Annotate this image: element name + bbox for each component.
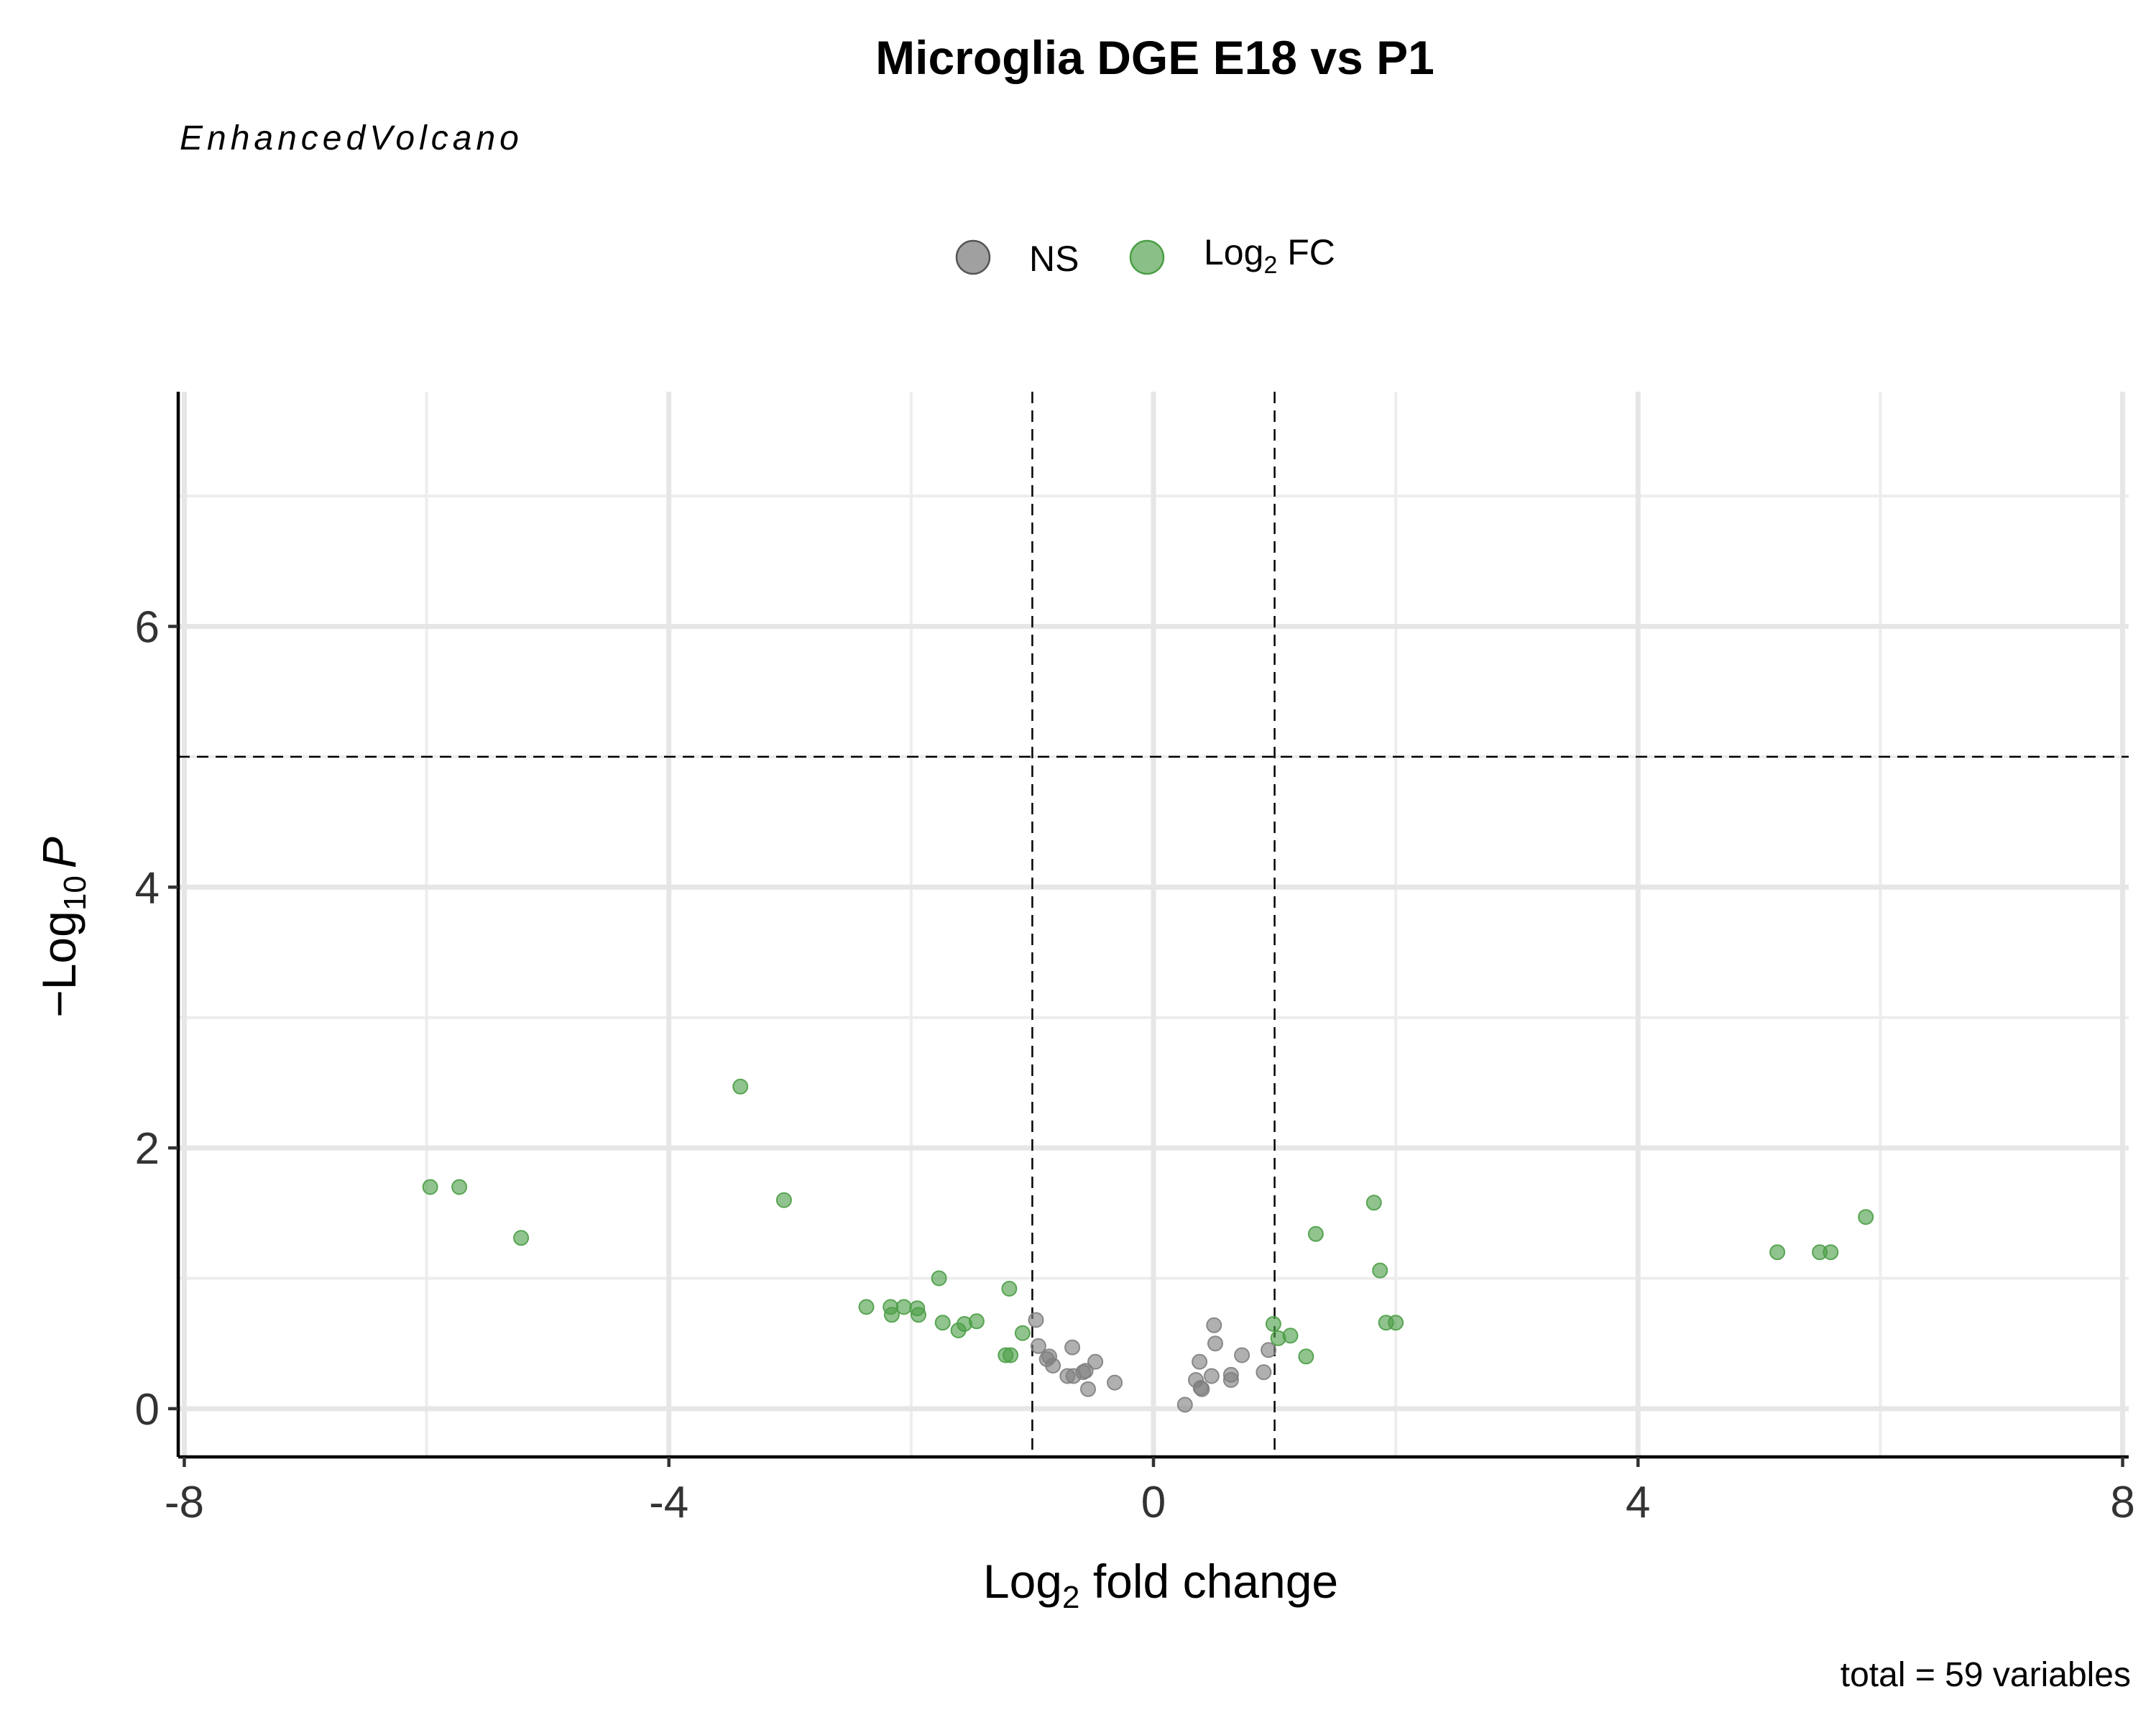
x-axis-title-rest: fold change [1079, 1555, 1338, 1608]
legend: NS Log2 FC [955, 232, 1335, 279]
data-point-fc [1003, 1347, 1019, 1363]
data-point-fc [1265, 1316, 1281, 1332]
data-point-fc [451, 1179, 468, 1195]
grid [178, 392, 2129, 1457]
chart-caption: total = 59 variables [1841, 1656, 2131, 1694]
data-point-ns [1192, 1353, 1208, 1370]
legend-label-fc: Log2 FC [1204, 232, 1335, 279]
data-point-ns [1222, 1372, 1239, 1388]
data-point-fc [1298, 1348, 1314, 1365]
legend-label-ns: NS [1029, 239, 1079, 279]
data-point-ns [1030, 1338, 1046, 1354]
data-point-fc [732, 1078, 749, 1095]
y-tick-label: 2 [135, 1124, 160, 1174]
data-point-ns [1107, 1374, 1123, 1391]
data-point-fc [1282, 1328, 1299, 1344]
x-tick-label: 4 [1626, 1478, 1650, 1527]
y-tick-label: 6 [135, 603, 160, 653]
legend-label-fc-sub: 2 [1263, 252, 1277, 279]
data-point-ns [1194, 1381, 1210, 1397]
x-axis-title: Log2 fold change [983, 1555, 1338, 1615]
data-point-ns [1064, 1339, 1081, 1356]
x-tick-label: -4 [649, 1478, 688, 1527]
data-point-fc [1823, 1244, 1839, 1261]
data-point-fc [931, 1270, 947, 1287]
legend-label-fc-base: Log [1204, 232, 1263, 272]
data-point-fc [895, 1299, 912, 1315]
data-point-ns [1203, 1368, 1220, 1384]
data-points [422, 1078, 1874, 1413]
axes: -8 -4 0 4 8 0 2 4 6 [135, 392, 2135, 1527]
data-point-fc [422, 1179, 438, 1195]
data-point-ns [1256, 1364, 1272, 1381]
data-point-fc [1014, 1325, 1031, 1341]
data-point-ns [1028, 1312, 1044, 1328]
x-tick-label: 8 [2110, 1478, 2134, 1527]
chart-title: Microglia DGE E18 vs P1 [875, 31, 1434, 84]
data-point-fc [775, 1192, 792, 1208]
data-point-fc [1001, 1281, 1018, 1297]
x-axis-title-sub: 2 [1062, 1580, 1079, 1615]
legend-label-fc-rest: FC [1277, 232, 1335, 272]
y-axis-title-prefix: −Log [32, 911, 86, 1018]
data-point-fc [513, 1230, 530, 1246]
data-point-fc [883, 1307, 900, 1323]
data-point-fc [1769, 1244, 1786, 1261]
x-tick-label: -8 [165, 1478, 204, 1527]
y-axis-title-sub: 10 [57, 875, 93, 911]
data-point-ns [1077, 1363, 1094, 1379]
legend-swatch-ns [955, 239, 991, 275]
y-tick-label: 0 [135, 1385, 160, 1435]
data-point-ns [1206, 1317, 1222, 1333]
data-point-fc [1858, 1209, 1874, 1225]
data-point-fc [968, 1313, 985, 1330]
data-point-fc [911, 1307, 926, 1323]
data-point-ns [1207, 1335, 1223, 1352]
x-tick-label: 0 [1141, 1478, 1166, 1527]
data-point-fc [1365, 1195, 1382, 1211]
x-axis-title-base: Log [983, 1555, 1062, 1608]
data-point-ns [1234, 1347, 1250, 1363]
data-point-fc [1388, 1315, 1404, 1331]
y-axis-title: −Log10 P [32, 837, 93, 1018]
data-point-fc [934, 1315, 951, 1331]
chart-subtitle: EnhancedVolcano [180, 119, 523, 157]
y-tick-label: 4 [135, 863, 160, 913]
cutoff-lines [178, 392, 2129, 1457]
data-point-ns [1045, 1358, 1061, 1374]
data-point-ns [1261, 1342, 1277, 1358]
y-axis-title-italic: P [32, 837, 86, 868]
data-point-ns [1176, 1397, 1193, 1413]
legend-swatch-fc [1129, 239, 1165, 275]
data-point-ns [1080, 1381, 1096, 1397]
data-point-fc [1372, 1262, 1388, 1279]
data-point-fc [1307, 1225, 1324, 1242]
data-point-ns [1087, 1353, 1104, 1370]
data-point-fc [858, 1299, 875, 1315]
